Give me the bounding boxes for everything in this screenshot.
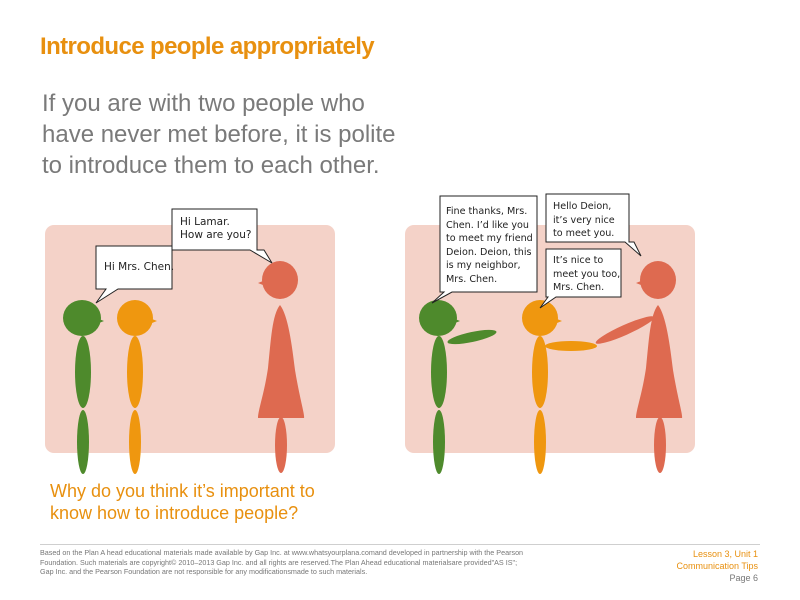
- scene-2-bubble-left: [431, 195, 538, 304]
- scene-2-bubble-left-text: Fine thanks, Mrs. Chen. I’d like you to …: [446, 205, 533, 287]
- scene-1-green-person: [63, 300, 104, 474]
- scene-2-bubble-mid-right: [539, 248, 622, 309]
- question-line: know how to introduce people?: [50, 503, 299, 523]
- bubble-line: it’s very nice: [553, 214, 615, 226]
- intro-text: If you are with two people who have neve…: [42, 88, 462, 181]
- bubble-line: Mrs. Chen.: [446, 273, 498, 285]
- scene-1-orange-person: [117, 300, 157, 474]
- scene-1-red-person: [258, 261, 305, 473]
- page-number: Page 6: [729, 573, 758, 583]
- bubble-line: Hi Lamar.: [180, 216, 230, 228]
- scene-2-orange-person: [522, 300, 597, 474]
- credit-line: Foundation. Such materials are copyright…: [40, 557, 518, 567]
- section-label: Communication Tips: [676, 561, 758, 571]
- intro-line: If you are with two people who: [42, 90, 365, 117]
- scene-2-bubble-mid-right-text: It’s nice to meet you too, Mrs. Chen.: [553, 254, 620, 295]
- intro-line: have never met before, it is polite: [42, 121, 396, 148]
- bubble-line: Deion. Deion, this: [446, 246, 532, 258]
- scene-2-green-person: [419, 300, 497, 474]
- bubble-line: It’s nice to: [553, 255, 604, 266]
- scene-1-panel: [45, 225, 335, 453]
- lesson-label: Lesson 3, Unit 1: [692, 549, 758, 559]
- footer-divider: [40, 544, 760, 545]
- footer-credits: Based on the Plan A head educational mat…: [40, 548, 660, 577]
- bubble-line: Hi Mrs. Chen.: [104, 261, 175, 273]
- question-line: Why do you think it’s important to: [50, 481, 315, 501]
- scene-1-bubble-right: [171, 208, 273, 264]
- bubble-line: Mrs. Chen.: [553, 282, 605, 294]
- bubble-line: Fine thanks, Mrs.: [446, 206, 528, 217]
- scene-2-bubble-top-right: [545, 193, 642, 257]
- illustration: [45, 193, 695, 474]
- bubble-line: to meet my friend: [446, 233, 533, 245]
- discussion-question: Why do you think it’s important to know …: [50, 480, 410, 524]
- bubble-line: is my neighbor,: [446, 260, 521, 272]
- scene-1-bubble-left: [95, 245, 173, 304]
- scene-2-red-person: [595, 261, 683, 473]
- credit-line: Gap Inc. and the Pearson Foundation are …: [40, 567, 368, 576]
- slide-title: Introduce people appropriately: [40, 33, 375, 60]
- scene-2-bubble-top-right-text: Hello Deion, it’s very nice to meet you.: [553, 200, 615, 241]
- bubble-line: meet you too,: [553, 268, 621, 280]
- intro-line: to introduce them to each other.: [42, 152, 380, 179]
- bubble-line: How are you?: [180, 229, 252, 241]
- bubble-line: to meet you.: [553, 228, 615, 240]
- bubble-line: Chen. I’d like you: [446, 219, 530, 231]
- scene-1-bubble-left-text: Hi Mrs. Chen.: [104, 261, 174, 274]
- bubble-line: Hello Deion,: [553, 201, 612, 212]
- scene-1-bubble-right-text: Hi Lamar. How are you?: [180, 216, 251, 242]
- credit-line: Based on the Plan A head educational mat…: [40, 548, 524, 557]
- lesson-info: Lesson 3, Unit 1 Communication Tips Page…: [676, 548, 758, 584]
